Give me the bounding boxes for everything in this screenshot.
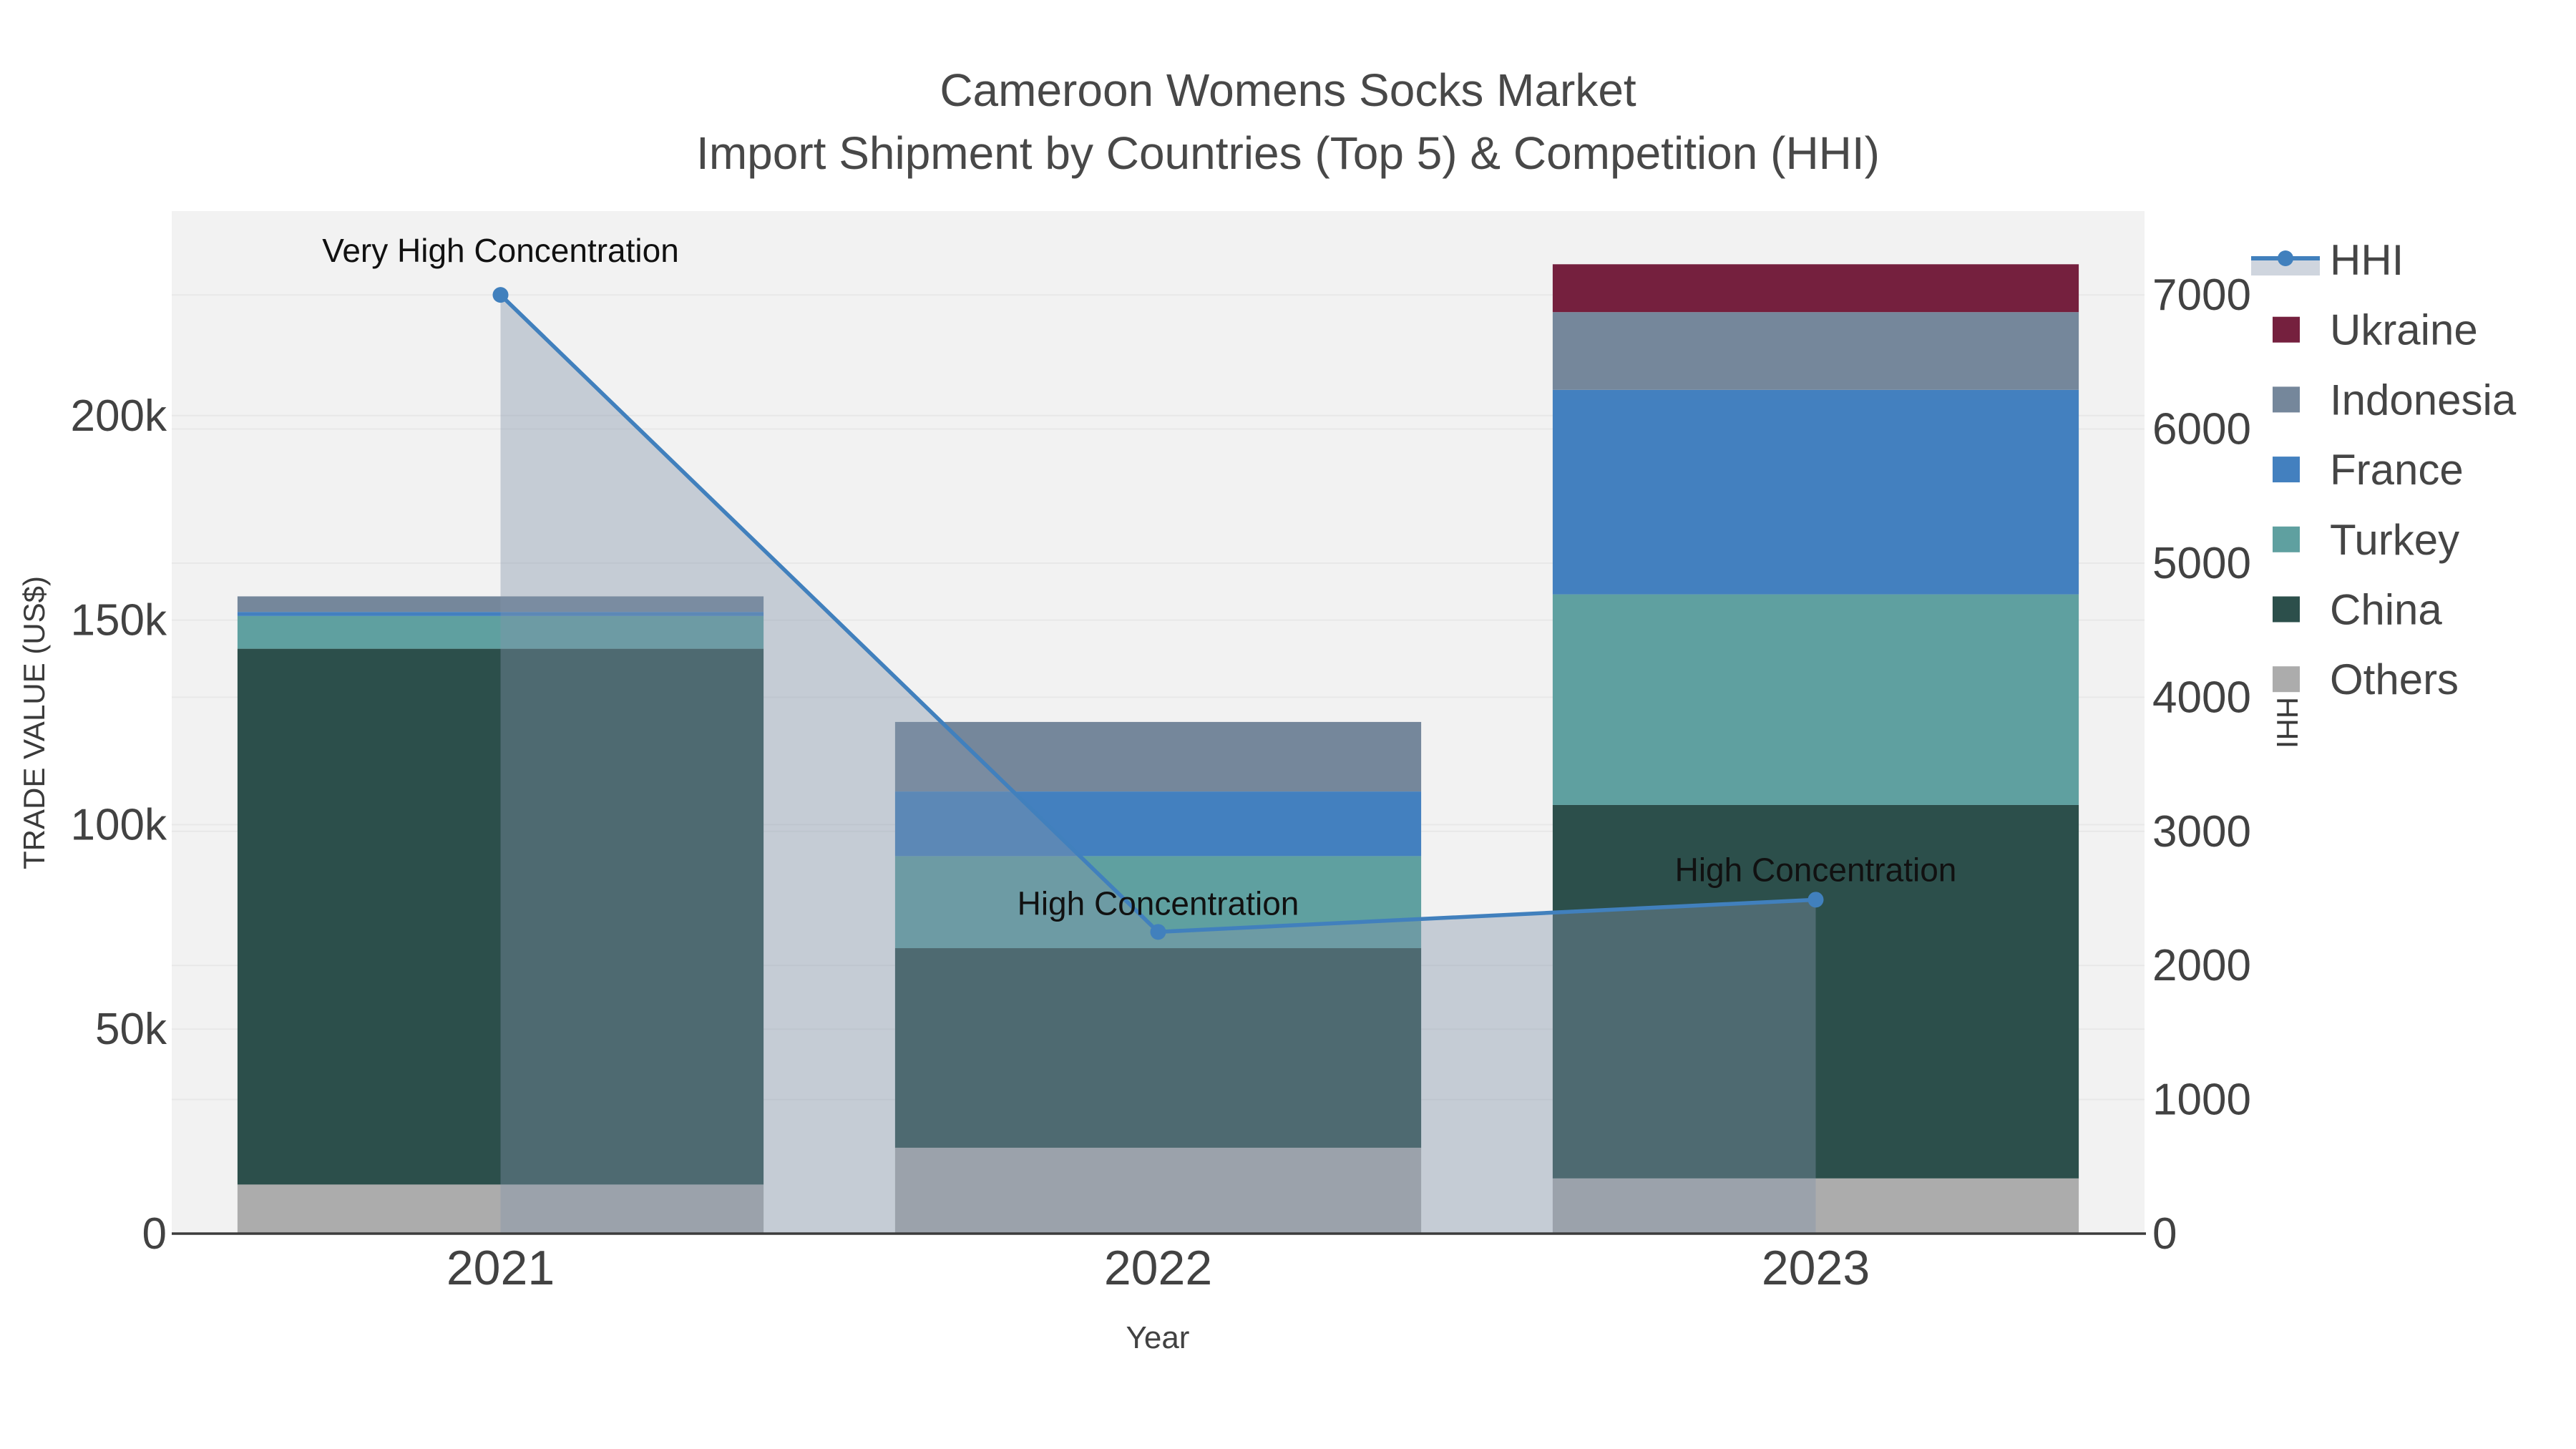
right-axis-title: HHI [2270,697,2304,748]
legend-swatch-indonesia [2273,386,2300,413]
y-left-tick-50k: 50k [95,1005,167,1054]
legend-label-ukraine: Ukraine [2330,306,2478,354]
y-right-tick-2000: 2000 [2152,941,2251,990]
axes-layer: 0 50k 100k 150k 200k 0 1000 2000 3000 4000 5000 600… [71,270,2251,1295]
hhi-marker-2023 [1807,892,1824,908]
legend-item-france[interactable]: France [2273,446,2464,494]
bar-2023-others [1552,1178,2079,1234]
x-tick-label-2023: 2023 [1762,1241,1870,1295]
y-left-tick-100k: 100k [71,800,167,849]
bar-2023-ukraine [1552,264,2079,313]
x-tick-label-2022: 2022 [1104,1241,1212,1295]
annotation-0: Very High Concentration [322,232,679,269]
legend-item-turkey[interactable]: Turkey [2273,516,2459,564]
bar-2021-others [237,1184,764,1234]
bar-2023-turkey [1552,594,2079,805]
legend-swatch-others [2273,666,2300,693]
annotation-2: High Concentration [1675,851,1957,888]
hhi-marker-2022 [1150,924,1166,940]
bar-2023-france [1552,389,2079,595]
legend-item-others[interactable]: Others [2273,655,2459,703]
legend-label-indonesia: Indonesia [2330,376,2517,424]
legend-hhi-marker-swatch [2278,250,2293,266]
chart-title-line1: Cameroon Womens Socks Market [940,64,1636,116]
bar-2021-indonesia [237,596,764,613]
y-right-tick-5000: 5000 [2152,539,2251,588]
bar-2022-indonesia [894,721,1422,792]
bar-2021-china [237,648,764,1185]
legend-label-france: France [2330,446,2464,494]
bars-layer [237,264,2079,1234]
bar-2021-france [237,612,764,616]
left-axis-title: TRADE VALUE (US$) [17,576,51,869]
y-left-tick-200k: 200k [71,391,167,441]
legend-label-turkey: Turkey [2330,516,2459,564]
legend-label-hhi: HHI [2330,236,2404,284]
bar-2022-france [894,791,1422,857]
y-right-tick-4000: 4000 [2152,673,2251,722]
legend-item-indonesia[interactable]: Indonesia [2273,376,2517,424]
bar-2021-turkey [237,615,764,649]
annotations-layer: Very High Concentration High Concentratio… [322,232,1956,922]
y-right-tick-3000: 3000 [2152,807,2251,857]
y-right-tick-7000: 7000 [2152,270,2251,320]
hhi-line-layer [492,287,1824,940]
bar-2022-others [894,1147,1422,1234]
bar-2022-china [894,948,1422,1148]
hhi-area [500,295,1816,1234]
legend-item-hhi[interactable]: HHI [2251,236,2404,284]
y-right-tick-1000: 1000 [2152,1075,2251,1125]
annotation-1: High Concentration [1018,884,1299,922]
bar-2023-indonesia [1552,312,2079,390]
chart-title-line2: Import Shipment by Countries (Top 5) & C… [696,127,1880,179]
legend-swatch-china [2273,596,2300,623]
y-left-tick-150k: 150k [71,596,167,645]
legend-item-ukraine[interactable]: Ukraine [2273,306,2478,354]
bar-2023-china [1552,804,2079,1179]
y-left-tick-0: 0 [142,1209,167,1259]
legend-label-others: Others [2330,655,2459,703]
legend-swatch-france [2273,457,2300,483]
x-tick-label-2021: 2021 [447,1241,555,1295]
legend: HHI Ukraine Indonesia France Turkey China Othe… [2251,236,2517,703]
y-right-tick-6000: 6000 [2152,405,2251,454]
y-right-tick-0: 0 [2152,1209,2177,1259]
legend-swatch-ukraine [2273,316,2300,343]
hhi-marker-2021 [492,287,509,303]
x-axis-title: Year [1126,1320,1190,1355]
legend-item-china[interactable]: China [2273,586,2442,634]
hhi-area-layer [500,295,1816,1234]
legend-label-china: China [2330,586,2442,634]
legend-swatch-turkey [2273,526,2300,552]
